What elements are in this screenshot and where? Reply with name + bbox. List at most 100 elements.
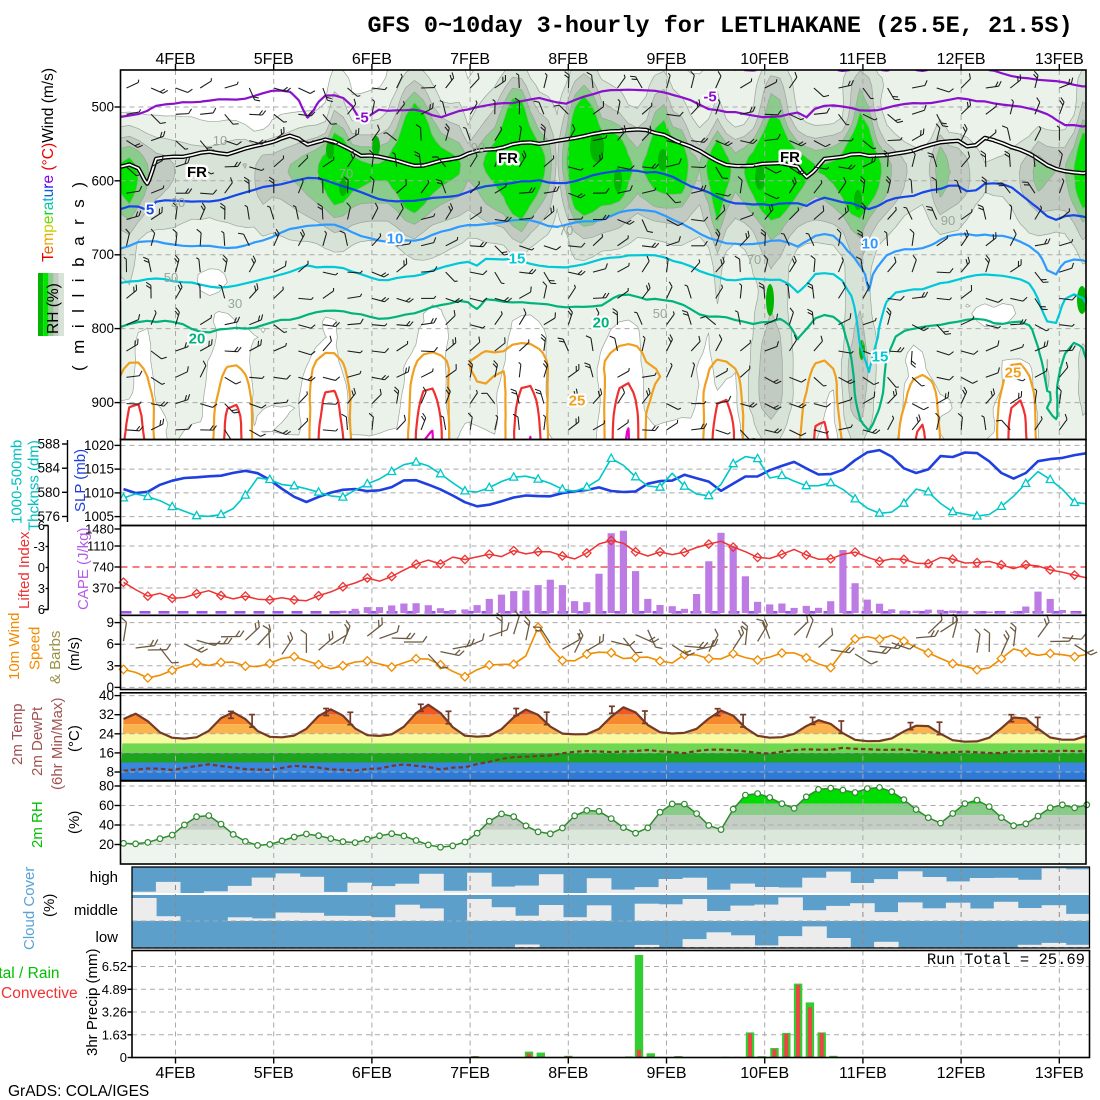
svg-text:584: 584 — [37, 461, 60, 476]
svg-text:8FEB: 8FEB — [548, 51, 588, 68]
svg-text:-3: -3 — [33, 539, 45, 554]
svg-text:32: 32 — [99, 707, 114, 722]
svg-text:60: 60 — [99, 798, 114, 813]
svg-text:CAPE (J/kg): CAPE (J/kg) — [75, 527, 92, 610]
svg-text:(%): (%) — [66, 811, 83, 834]
svg-text:RH (%): RH (%) — [45, 283, 62, 334]
svg-text:2m RH: 2m RH — [29, 801, 46, 848]
svg-text:10m Wind: 10m Wind — [6, 612, 23, 680]
svg-text:4FEB: 4FEB — [155, 1065, 195, 1082]
svg-text:3: 3 — [38, 581, 45, 596]
svg-text:& Barbs: & Barbs — [47, 631, 64, 684]
svg-text:40: 40 — [99, 818, 114, 833]
svg-text:40: 40 — [99, 688, 114, 703]
svg-text:10FEB: 10FEB — [740, 51, 789, 68]
svg-text:50: 50 — [164, 270, 178, 285]
svg-text:30: 30 — [228, 296, 242, 311]
svg-text:1010: 1010 — [84, 485, 114, 500]
svg-text:1.63: 1.63 — [102, 1027, 127, 1042]
svg-text:11FEB: 11FEB — [839, 51, 887, 68]
svg-text:1110: 1110 — [87, 539, 114, 554]
svg-text:13FEB: 13FEB — [1035, 51, 1084, 68]
svg-text:(%): (%) — [41, 894, 58, 917]
svg-text:Thcknss (dm): Thcknss (dm) — [26, 440, 43, 531]
svg-text:6FEB: 6FEB — [352, 1065, 392, 1082]
svg-text:5FEB: 5FEB — [254, 1065, 294, 1082]
svg-text:FR: FR — [780, 149, 800, 166]
svg-text:2m Temp: 2m Temp — [9, 704, 26, 765]
svg-text:low: low — [95, 929, 118, 946]
svg-text:middle: middle — [74, 902, 118, 919]
svg-text:70: 70 — [339, 166, 353, 181]
svg-text:15: 15 — [509, 250, 526, 267]
svg-text:90: 90 — [471, 140, 485, 155]
svg-text:600: 600 — [91, 173, 114, 188]
svg-text:1015: 1015 — [84, 462, 114, 477]
svg-text:Convective: Convective — [1, 985, 78, 1002]
svg-text:2m DewPt: 2m DewPt — [29, 706, 46, 776]
svg-text:-5: -5 — [703, 88, 716, 105]
svg-text:20: 20 — [189, 330, 206, 347]
svg-text:588: 588 — [37, 437, 60, 452]
svg-text:3hr Precip (mm): 3hr Precip (mm) — [84, 948, 101, 1056]
svg-text:-6: -6 — [33, 518, 45, 533]
svg-text:9FEB: 9FEB — [646, 51, 686, 68]
svg-text:3.26: 3.26 — [102, 1005, 127, 1020]
svg-text:high: high — [90, 869, 118, 886]
svg-text:12FEB: 12FEB — [937, 51, 986, 68]
svg-text:FR: FR — [187, 164, 207, 181]
svg-text:8: 8 — [106, 765, 114, 780]
svg-text:70: 70 — [559, 223, 573, 238]
svg-text:580: 580 — [37, 485, 60, 500]
svg-text:70: 70 — [747, 252, 761, 267]
svg-text:10: 10 — [387, 230, 404, 247]
svg-text:Total / Rain: Total / Rain — [0, 965, 60, 982]
svg-text:7FEB: 7FEB — [450, 1065, 490, 1082]
svg-text:900: 900 — [91, 395, 114, 410]
svg-text:800: 800 — [91, 321, 114, 336]
svg-text:(m/s): (m/s) — [66, 637, 83, 671]
svg-text:Cloud Cover: Cloud Cover — [21, 867, 38, 950]
svg-text:SLP (mb): SLP (mb) — [72, 449, 89, 512]
svg-text:7FEB: 7FEB — [450, 51, 490, 68]
svg-text:0: 0 — [120, 1050, 127, 1065]
svg-text:25: 25 — [1005, 364, 1022, 381]
svg-text:FR: FR — [498, 150, 518, 167]
svg-text:6.52: 6.52 — [102, 959, 127, 974]
svg-text:GFS 0~10day 3-hourly for LETLH: GFS 0~10day 3-hourly for LETLHAKANE (25.… — [367, 13, 1072, 40]
svg-text:11FEB: 11FEB — [839, 1065, 887, 1082]
svg-text:3: 3 — [106, 658, 114, 673]
svg-text:500: 500 — [91, 100, 114, 115]
svg-text:Lifted Index: Lifted Index — [16, 531, 33, 609]
svg-text:0: 0 — [106, 680, 114, 695]
svg-text:50: 50 — [653, 306, 667, 321]
svg-text:12FEB: 12FEB — [937, 1065, 986, 1082]
svg-text:4FEB: 4FEB — [155, 51, 195, 68]
svg-text:1020: 1020 — [84, 438, 114, 453]
svg-text:24: 24 — [99, 726, 115, 741]
svg-text:5FEB: 5FEB — [254, 51, 294, 68]
svg-text:1000-500mb: 1000-500mb — [9, 440, 26, 524]
svg-text:370: 370 — [92, 581, 114, 596]
svg-text:Temperature (°C)Wind (m/s): Temperature (°C)Wind (m/s) — [40, 68, 57, 262]
svg-text:4.89: 4.89 — [102, 982, 127, 997]
svg-text:80: 80 — [99, 779, 114, 794]
svg-text:20: 20 — [99, 837, 114, 852]
svg-text:(6hr Min/Max): (6hr Min/Max) — [49, 697, 66, 790]
svg-text:6FEB: 6FEB — [352, 51, 392, 68]
svg-text:-5: -5 — [355, 109, 368, 126]
svg-text:Run Total = 25.69: Run Total = 25.69 — [927, 951, 1085, 969]
svg-text:20: 20 — [593, 314, 610, 331]
svg-text:GrADS: COLA/IGES: GrADS: COLA/IGES — [8, 1083, 149, 1100]
svg-text:8FEB: 8FEB — [548, 1065, 588, 1082]
svg-text:576: 576 — [37, 509, 60, 524]
svg-text:Speed: Speed — [27, 627, 44, 670]
svg-text:6: 6 — [38, 602, 45, 617]
svg-text:15: 15 — [872, 348, 889, 365]
svg-text:90: 90 — [941, 213, 955, 228]
svg-text:700: 700 — [91, 247, 114, 262]
svg-text:10: 10 — [213, 133, 227, 148]
svg-text:740: 740 — [92, 560, 114, 575]
svg-text:1005: 1005 — [84, 509, 114, 524]
svg-text:6: 6 — [106, 637, 114, 652]
